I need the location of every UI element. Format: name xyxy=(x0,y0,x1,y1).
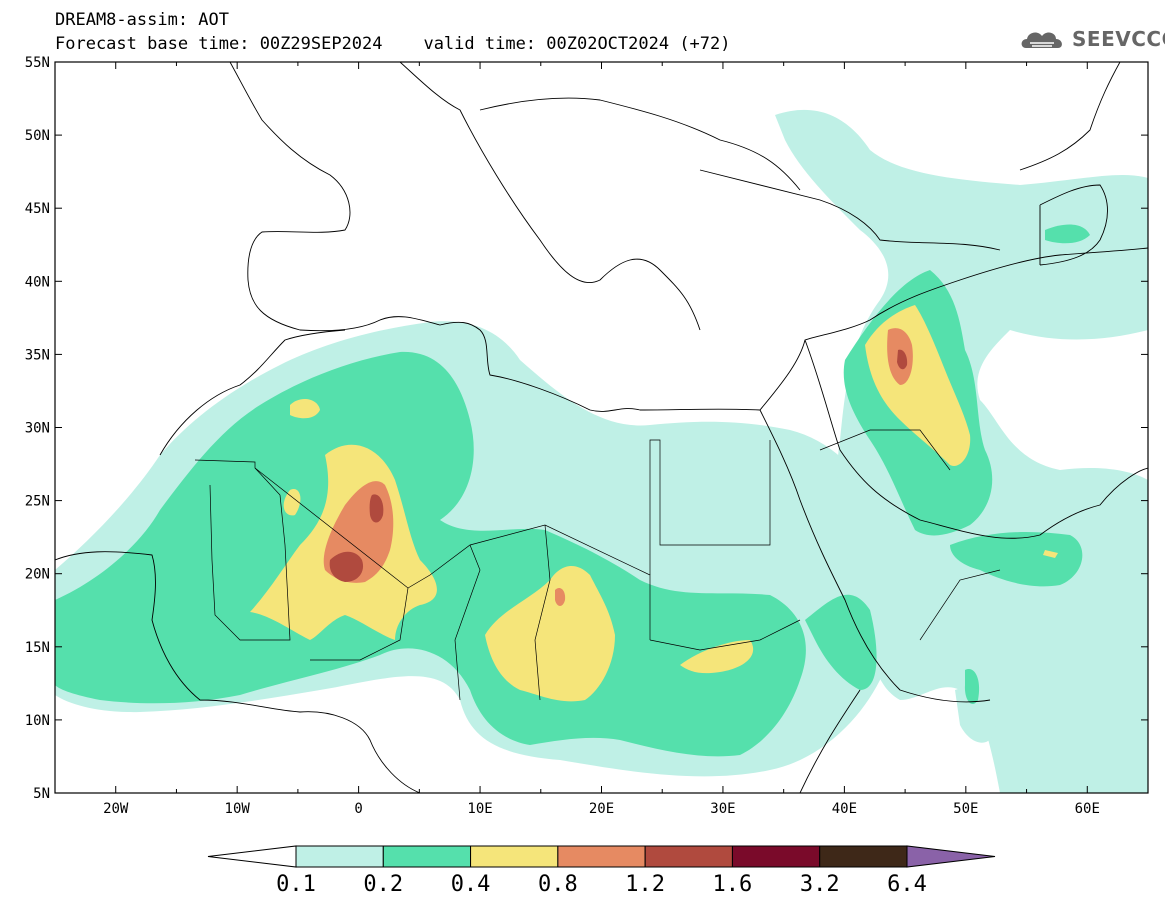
lat-label: 15N xyxy=(25,640,50,656)
lon-label: 0 xyxy=(354,801,362,817)
colorbar-left-arrow xyxy=(207,845,297,868)
colorbar-bin xyxy=(819,845,908,868)
lon-label: 10W xyxy=(225,801,251,817)
forecast-time-line: Forecast base time: 00Z29SEP2024 valid t… xyxy=(55,34,731,54)
lon-label: 20E xyxy=(589,801,614,817)
cloud-logo-icon xyxy=(1021,32,1062,48)
lat-label: 25N xyxy=(25,494,50,510)
lon-label: 40E xyxy=(832,801,857,817)
lat-label: 40N xyxy=(25,274,50,290)
lat-label: 55N xyxy=(25,55,50,71)
colorbar-label: 0.1 xyxy=(276,872,316,897)
latitude-axis: 55N 50N 45N 40N 35N 30N 25N 20N 15N 10N 5N xyxy=(25,55,1148,802)
lat-label: 35N xyxy=(25,347,50,363)
colorbar-bin xyxy=(557,845,646,868)
lat-label: 30N xyxy=(25,421,50,437)
lat-label: 10N xyxy=(25,713,50,729)
lon-label: 50E xyxy=(953,801,978,817)
colorbar-bin xyxy=(382,845,472,868)
lat-label: 45N xyxy=(25,201,50,217)
colorbar-label: 0.4 xyxy=(451,872,491,897)
colorbar-bin xyxy=(470,845,559,868)
longitude-axis: 20W 10W 0 10E 20E 30E 40E 50E 60E xyxy=(54,62,1149,817)
colorbar-label: 6.4 xyxy=(887,872,927,897)
seevccc-logo: SEEVCCC xyxy=(1018,24,1165,54)
lon-label: 20W xyxy=(103,801,129,817)
logo-text: SEEVCCC xyxy=(1072,27,1165,51)
colorbar-label: 3.2 xyxy=(800,872,840,897)
colorbar-label: 0.8 xyxy=(538,872,578,897)
colorbar-label: 0.2 xyxy=(363,872,403,897)
lon-label: 30E xyxy=(710,801,735,817)
lat-label: 20N xyxy=(25,567,50,583)
lat-label: 50N xyxy=(25,128,50,144)
aot-level-0.2 xyxy=(55,224,1090,757)
colorbar-right-arrow xyxy=(906,845,996,868)
colorbar-bin xyxy=(731,845,821,868)
country-borders xyxy=(194,429,1001,701)
coastlines xyxy=(55,62,1148,793)
lon-label: 60E xyxy=(1075,801,1100,817)
lat-label: 5N xyxy=(33,786,50,802)
colorbar-label: 1.6 xyxy=(713,872,753,897)
lon-label: 10E xyxy=(467,801,492,817)
colorbar-bin xyxy=(644,845,733,868)
aot-level-1.2 xyxy=(329,349,908,582)
colorbar-label: 1.2 xyxy=(625,872,665,897)
map-title: DREAM8-assim: AOT xyxy=(55,10,229,30)
aot-colorbar: 0.1 0.2 0.4 0.8 1.2 1.6 3.2 6.4 xyxy=(207,845,996,897)
colorbar-bin xyxy=(295,845,384,868)
aot-field xyxy=(55,62,1148,793)
